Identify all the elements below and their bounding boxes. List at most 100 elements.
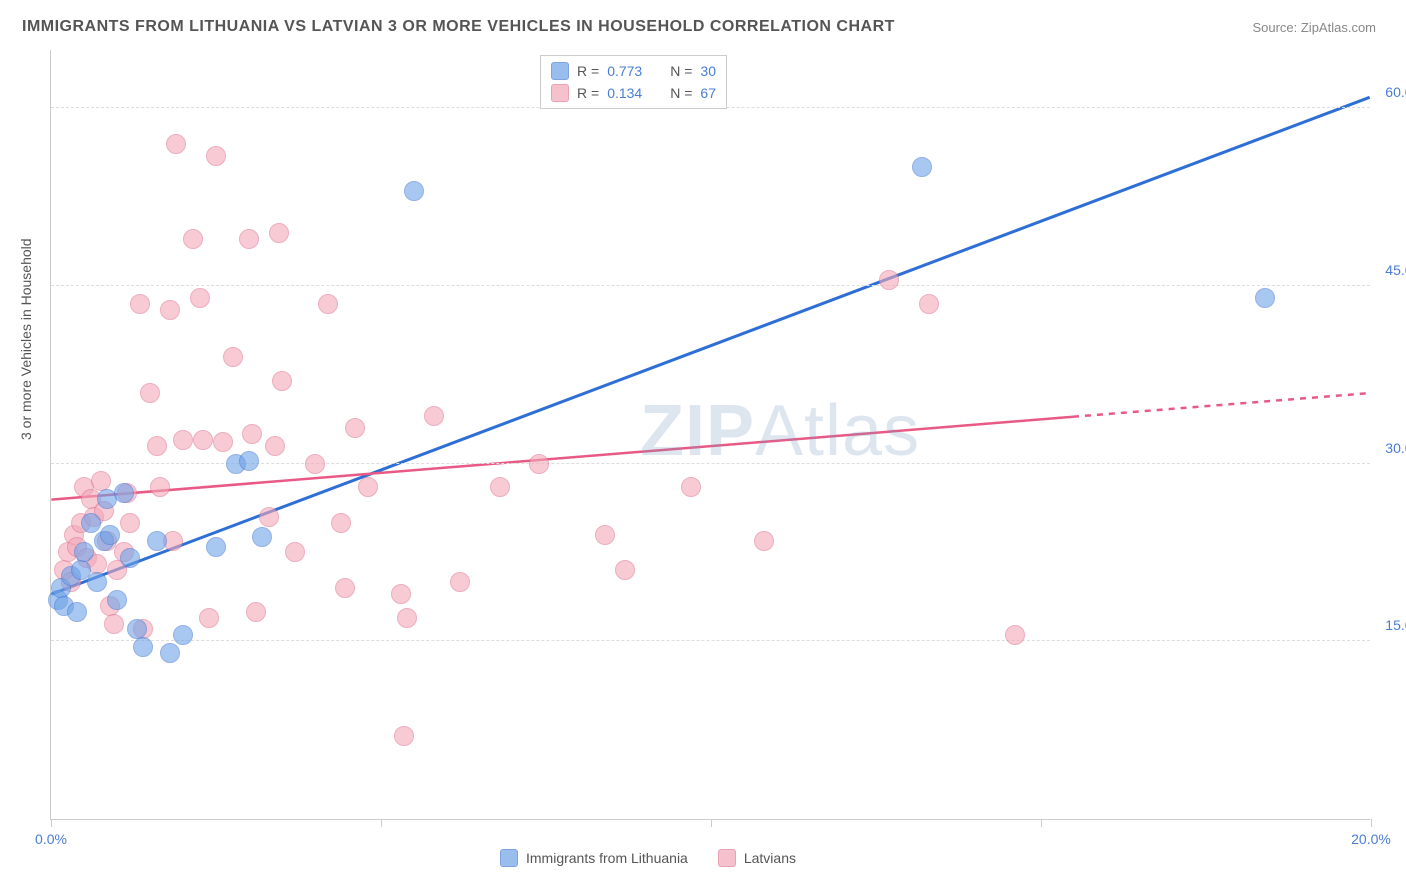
legend-label-latvians: Latvians bbox=[744, 850, 796, 866]
scatter-point-latvians bbox=[305, 454, 325, 474]
scatter-point-lithuania bbox=[114, 483, 134, 503]
r-label: R = bbox=[577, 85, 599, 101]
scatter-point-latvians bbox=[391, 584, 411, 604]
scatter-point-latvians bbox=[246, 602, 266, 622]
scatter-point-latvians bbox=[681, 477, 701, 497]
scatter-point-latvians bbox=[104, 614, 124, 634]
legend-label-lithuania: Immigrants from Lithuania bbox=[526, 850, 688, 866]
x-tick-label: 20.0% bbox=[1351, 831, 1391, 847]
scatter-point-lithuania bbox=[107, 590, 127, 610]
scatter-point-latvians bbox=[318, 294, 338, 314]
scatter-point-latvians bbox=[335, 578, 355, 598]
y-axis-label: 3 or more Vehicles in Household bbox=[18, 238, 34, 440]
scatter-point-latvians bbox=[358, 477, 378, 497]
scatter-point-lithuania bbox=[160, 643, 180, 663]
gridline bbox=[51, 640, 1370, 641]
r-label: R = bbox=[577, 63, 599, 79]
scatter-point-lithuania bbox=[239, 451, 259, 471]
scatter-point-lithuania bbox=[173, 625, 193, 645]
scatter-point-latvians bbox=[595, 525, 615, 545]
scatter-point-latvians bbox=[193, 430, 213, 450]
y-tick-label: 60.0% bbox=[1385, 84, 1406, 100]
scatter-point-latvians bbox=[397, 608, 417, 628]
chart-plot-area: 15.0%30.0%45.0%60.0%0.0%20.0% bbox=[50, 50, 1370, 820]
r-value-latvians: 0.134 bbox=[607, 85, 642, 101]
scatter-point-latvians bbox=[1005, 625, 1025, 645]
scatter-point-latvians bbox=[213, 432, 233, 452]
scatter-point-latvians bbox=[120, 513, 140, 533]
scatter-point-latvians bbox=[424, 406, 444, 426]
scatter-point-latvians bbox=[160, 300, 180, 320]
gridline bbox=[51, 285, 1370, 286]
x-tick bbox=[381, 819, 382, 827]
x-tick bbox=[1041, 819, 1042, 827]
scatter-point-lithuania bbox=[100, 525, 120, 545]
scatter-point-latvians bbox=[147, 436, 167, 456]
y-tick-label: 15.0% bbox=[1385, 617, 1406, 633]
scatter-point-latvians bbox=[199, 608, 219, 628]
scatter-point-latvians bbox=[394, 726, 414, 746]
scatter-point-lithuania bbox=[133, 637, 153, 657]
n-value-latvians: 67 bbox=[700, 85, 716, 101]
scatter-point-latvians bbox=[183, 229, 203, 249]
scatter-point-lithuania bbox=[912, 157, 932, 177]
x-tick bbox=[51, 819, 52, 827]
scatter-point-latvians bbox=[269, 223, 289, 243]
n-label: N = bbox=[670, 85, 692, 101]
scatter-point-latvians bbox=[529, 454, 549, 474]
legend-item-lithuania: Immigrants from Lithuania bbox=[500, 849, 688, 867]
scatter-point-latvians bbox=[331, 513, 351, 533]
y-tick-label: 30.0% bbox=[1385, 440, 1406, 456]
scatter-point-lithuania bbox=[404, 181, 424, 201]
scatter-point-lithuania bbox=[147, 531, 167, 551]
scatter-point-latvians bbox=[223, 347, 243, 367]
scatter-point-latvians bbox=[239, 229, 259, 249]
scatter-point-latvians bbox=[150, 477, 170, 497]
scatter-point-latvians bbox=[206, 146, 226, 166]
legend-item-latvians: Latvians bbox=[718, 849, 796, 867]
scatter-point-latvians bbox=[285, 542, 305, 562]
scatter-point-latvians bbox=[190, 288, 210, 308]
scatter-point-latvians bbox=[345, 418, 365, 438]
scatter-point-latvians bbox=[450, 572, 470, 592]
scatter-point-lithuania bbox=[81, 513, 101, 533]
trendline-extend-latvians bbox=[1073, 393, 1370, 417]
trendline-lithuania bbox=[51, 97, 1369, 594]
legend-series-box: Immigrants from Lithuania Latvians bbox=[500, 849, 796, 867]
scatter-point-lithuania bbox=[252, 527, 272, 547]
scatter-point-latvians bbox=[615, 560, 635, 580]
legend-correlation-box: R = 0.773 N = 30 R = 0.134 N = 67 bbox=[540, 55, 727, 109]
source-label: Source: ZipAtlas.com bbox=[1252, 20, 1376, 35]
scatter-point-latvians bbox=[173, 430, 193, 450]
swatch-lithuania bbox=[551, 62, 569, 80]
scatter-point-latvians bbox=[130, 294, 150, 314]
swatch-lithuania-icon bbox=[500, 849, 518, 867]
scatter-point-lithuania bbox=[67, 602, 87, 622]
scatter-point-latvians bbox=[259, 507, 279, 527]
x-tick-label: 0.0% bbox=[35, 831, 67, 847]
scatter-point-lithuania bbox=[87, 572, 107, 592]
scatter-point-latvians bbox=[919, 294, 939, 314]
scatter-point-lithuania bbox=[206, 537, 226, 557]
swatch-latvians bbox=[551, 84, 569, 102]
scatter-point-latvians bbox=[272, 371, 292, 391]
legend-row-lithuania: R = 0.773 N = 30 bbox=[551, 60, 716, 82]
r-value-lithuania: 0.773 bbox=[607, 63, 642, 79]
scatter-point-lithuania bbox=[74, 542, 94, 562]
scatter-point-lithuania bbox=[1255, 288, 1275, 308]
scatter-point-lithuania bbox=[120, 548, 140, 568]
scatter-point-latvians bbox=[265, 436, 285, 456]
x-tick bbox=[1371, 819, 1372, 827]
scatter-point-latvians bbox=[166, 134, 186, 154]
swatch-latvians-icon bbox=[718, 849, 736, 867]
scatter-point-latvians bbox=[879, 270, 899, 290]
y-tick-label: 45.0% bbox=[1385, 262, 1406, 278]
n-label: N = bbox=[670, 63, 692, 79]
n-value-lithuania: 30 bbox=[700, 63, 716, 79]
scatter-point-latvians bbox=[754, 531, 774, 551]
chart-title: IMMIGRANTS FROM LITHUANIA VS LATVIAN 3 O… bbox=[22, 18, 895, 36]
scatter-point-latvians bbox=[242, 424, 262, 444]
x-tick bbox=[711, 819, 712, 827]
scatter-point-latvians bbox=[490, 477, 510, 497]
scatter-point-latvians bbox=[140, 383, 160, 403]
